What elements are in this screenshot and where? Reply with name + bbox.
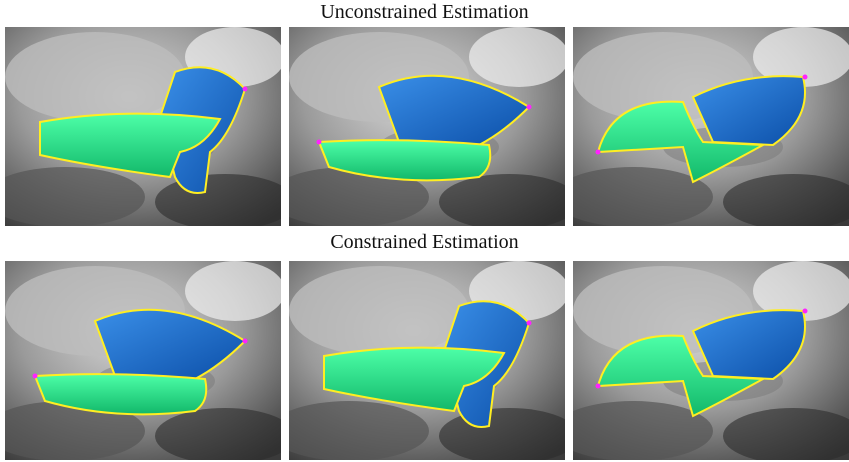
render-image [5,261,281,460]
row-title: Unconstrained Estimation [320,1,529,23]
render-image [573,261,849,460]
render-image [289,261,565,460]
render-image [5,27,281,226]
render-image [573,27,849,226]
render-image [289,27,565,226]
row-title: Constrained Estimation [330,231,519,253]
